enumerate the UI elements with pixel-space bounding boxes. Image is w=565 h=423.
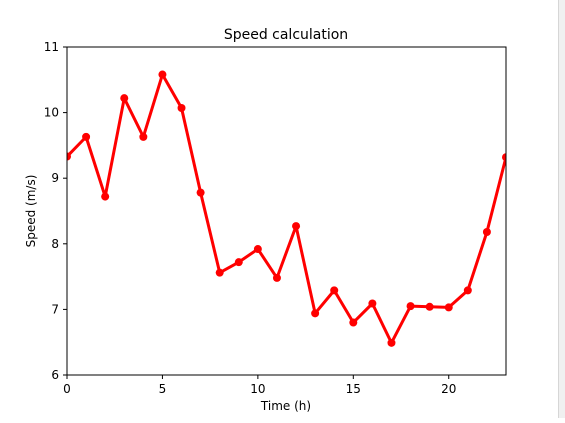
x-tick-label: 10 <box>250 382 265 396</box>
y-tick-label: 7 <box>51 302 59 316</box>
data-point <box>253 245 262 254</box>
data-point <box>215 268 224 277</box>
y-tick-label: 6 <box>51 368 59 382</box>
y-tick-label: 11 <box>44 40 59 54</box>
data-point <box>101 192 110 201</box>
data-point <box>120 94 129 103</box>
data-point <box>158 70 167 79</box>
data-point <box>82 132 91 141</box>
data-point <box>387 338 396 347</box>
data-point <box>272 273 281 282</box>
data-point <box>463 286 472 295</box>
x-tick-label: 20 <box>441 382 456 396</box>
data-point <box>482 227 491 236</box>
data-point <box>502 153 506 162</box>
chart-title: Speed calculation <box>224 27 348 43</box>
x-axis-label: Time (h) <box>260 399 311 413</box>
data-point <box>196 188 205 197</box>
y-tick-label: 8 <box>51 237 59 251</box>
data-point <box>425 302 434 311</box>
ticks-layer: 0 5 10 15 20 6 7 8 9 10 11 <box>44 40 457 396</box>
x-tick-label: 15 <box>346 382 361 396</box>
plot-frame <box>66 46 507 376</box>
series-layer <box>67 70 506 347</box>
data-point <box>444 303 453 312</box>
data-point <box>177 104 186 113</box>
window-edge-strip <box>558 0 565 418</box>
data-point <box>311 309 320 318</box>
data-point <box>139 132 148 141</box>
data-point <box>349 318 358 327</box>
data-point <box>67 152 71 161</box>
data-point <box>292 222 301 231</box>
y-tick-label: 9 <box>51 171 59 185</box>
y-axis-label: Speed (m/s) <box>24 175 38 248</box>
x-tick-label: 0 <box>63 382 71 396</box>
x-tick-label: 5 <box>159 382 167 396</box>
data-point <box>330 286 339 295</box>
data-point <box>368 299 377 308</box>
plot-area <box>67 47 506 375</box>
y-tick-label: 10 <box>44 106 59 120</box>
data-point <box>234 258 243 267</box>
data-point <box>406 302 415 311</box>
